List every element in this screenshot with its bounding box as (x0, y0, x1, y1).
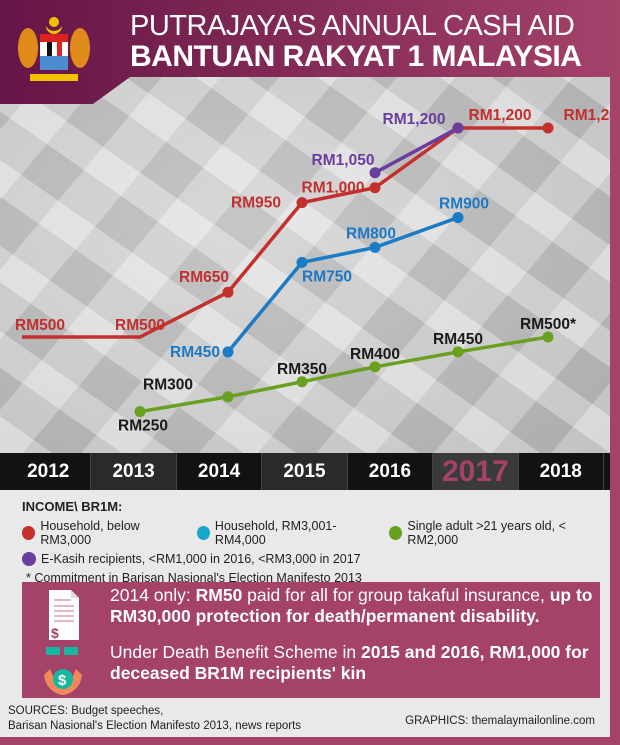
year-tick-label: 2017 (433, 453, 519, 490)
data-point (452, 346, 464, 358)
hands-dollar-icon: $ (44, 647, 82, 695)
data-label: RM1,000 (302, 180, 365, 197)
coat-of-arms-logo (18, 17, 90, 81)
data-label: RM500* (520, 316, 577, 333)
year-tick-label: 2016 (348, 453, 434, 490)
year-tick-label: 2012 (6, 453, 92, 490)
data-label: RM650 (179, 269, 229, 286)
data-point (296, 197, 308, 209)
data-point (222, 286, 234, 298)
data-label: RM900 (439, 196, 489, 213)
data-label: RM950 (231, 195, 281, 212)
info-item-death-benefit: Under Death Benefit Scheme in 2015 and 2… (110, 642, 589, 683)
graphics-credit: GRAPHICS: themalaymailonline.com (405, 715, 595, 727)
year-tick-label: 2015 (262, 453, 348, 490)
data-point (369, 241, 381, 253)
green-dot-icon (389, 526, 403, 540)
data-point (296, 376, 308, 388)
red-dot-icon (22, 526, 36, 540)
legend-item-purple: E-Kasih recipients, <RM1,000 in 2016, <R… (22, 552, 361, 566)
data-point (369, 361, 381, 373)
data-label: RM800 (346, 225, 396, 242)
legend-item-blue: Household, RM3,001-RM4,000 (196, 519, 379, 547)
svg-text:$: $ (58, 672, 67, 689)
year-axis: 2012 2013 2014 2015 2016 2017 2018 (0, 453, 610, 490)
legend-title: INCOME\ BR1M: (22, 499, 123, 514)
line-chart: RM500 RM500 RM650 RM950 RM1,000 RM1,200 RM1,20… (15, 107, 610, 435)
data-label: RM1,050 (312, 152, 375, 169)
data-point (369, 182, 381, 194)
info-item-takaful: 2014 only: RM50 paid for all for group t… (110, 585, 593, 626)
data-point (369, 167, 381, 179)
title-line-1: PUTRAJAYA'S ANNUAL CASH AID (130, 10, 575, 42)
legend-item-red: Household, below RM3,000 (22, 519, 187, 547)
data-point (542, 122, 554, 134)
data-label: RM400 (350, 346, 400, 363)
data-point (452, 122, 464, 134)
series-line (374, 126, 459, 175)
series-line (226, 215, 459, 354)
data-point (452, 212, 464, 224)
data-label: RM450 (170, 344, 220, 361)
data-point (296, 256, 308, 268)
data-label: RM500 (15, 317, 65, 334)
data-point (222, 391, 234, 403)
sources: SOURCES: Budget speeches, Barisan Nasiona… (8, 705, 302, 732)
data-label: RM350 (277, 361, 327, 378)
year-tick-label: 2018 (519, 453, 604, 490)
data-label: RM450 (433, 331, 483, 348)
info-box: $ $ 2014 only: RM50 paid for all for gro… (22, 582, 600, 698)
data-point (134, 406, 146, 418)
legend: INCOME\ BR1M: Household, below RM3,000 H… (22, 499, 620, 590)
document-dollar-icon: $ (49, 590, 79, 640)
blue-dot-icon (196, 526, 210, 540)
data-label: RM1,200 (469, 107, 532, 124)
series-line (22, 126, 548, 339)
data-label: RM750 (302, 268, 352, 285)
data-label: RM1,200* (564, 107, 610, 124)
data-label: RM500 (115, 317, 165, 334)
data-label: RM1,200 (383, 111, 446, 128)
data-point (222, 346, 234, 358)
svg-text:$: $ (51, 625, 59, 640)
data-label: RM250 (118, 418, 168, 435)
footnote: * Commitment in Barisan Nasional's Elect… (26, 571, 362, 585)
legend-item-green: Single adult >21 years old, < RM2,000 (389, 519, 610, 547)
year-tick-label: 2013 (91, 453, 177, 490)
data-point (542, 331, 554, 343)
purple-dot-icon (22, 552, 36, 566)
data-label: RM300 (143, 377, 193, 394)
series-line (139, 335, 549, 414)
year-tick-label: 2014 (177, 453, 263, 490)
